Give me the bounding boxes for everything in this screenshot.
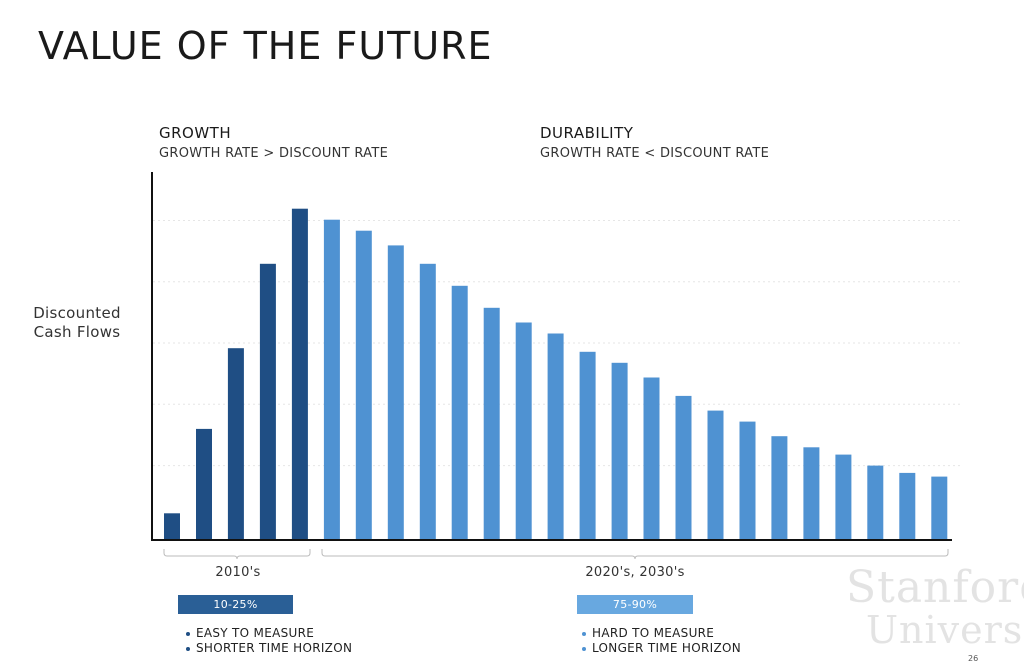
durability-bar <box>387 245 404 539</box>
bullet-dot <box>582 646 586 651</box>
bullet-text: HARD TO MEASURE <box>592 626 715 640</box>
durability-bar <box>707 410 724 539</box>
durability-bar <box>579 351 596 539</box>
period-label-2020s-2030s: 2020's, 2030's <box>585 565 685 580</box>
y-axis-label-line2: Cash Flows <box>33 323 121 341</box>
growth-bar <box>164 513 180 539</box>
page-number: 26 <box>968 654 979 663</box>
bullet-item: EASY TO MEASURE <box>186 626 352 641</box>
growth-bar <box>227 348 244 539</box>
durability-subheading: GROWTH RATE < DISCOUNT RATE <box>540 146 770 161</box>
durability-bar <box>355 230 372 539</box>
growth-bullets: EASY TO MEASURE SHORTER TIME HORIZON <box>186 626 352 656</box>
durability-bar <box>835 454 852 539</box>
growth-heading: GROWTH <box>159 124 232 142</box>
durability-bar <box>643 377 660 539</box>
durability-bar <box>419 263 436 540</box>
durability-bar <box>739 421 756 539</box>
durability-period-brace <box>321 549 949 560</box>
durability-bar <box>323 219 340 539</box>
durability-bullets: HARD TO MEASURE LONGER TIME HORIZON <box>582 626 741 656</box>
durability-bar <box>451 285 468 539</box>
growth-rate-box: 10-25% <box>178 595 293 614</box>
slide-title: VALUE OF THE FUTURE <box>38 24 493 68</box>
durability-bar <box>899 472 916 539</box>
durability-bar <box>547 333 564 539</box>
durability-rate-box: 75-90% <box>577 595 693 614</box>
durability-bar <box>803 447 820 540</box>
bars <box>164 208 948 540</box>
bullet-item: LONGER TIME HORIZON <box>582 641 741 656</box>
growth-subheading: GROWTH RATE > DISCOUNT RATE <box>159 146 389 161</box>
durability-bar <box>675 395 692 539</box>
growth-bar <box>291 208 308 539</box>
bullet-dot <box>186 646 190 651</box>
durability-bar <box>931 476 948 539</box>
durability-bar <box>611 362 628 539</box>
bullet-text: SHORTER TIME HORIZON <box>196 641 353 655</box>
watermark-university: University <box>866 608 1024 652</box>
growth-period-brace <box>163 549 311 560</box>
durability-bar <box>483 307 500 539</box>
durability-bar <box>867 465 884 539</box>
watermark-stanford: Stanford <box>846 562 1024 613</box>
growth-bar <box>259 263 276 540</box>
bullet-text: EASY TO MEASURE <box>196 626 315 640</box>
y-axis-label: Discounted Cash Flows <box>22 304 132 342</box>
bullet-item: HARD TO MEASURE <box>582 626 741 641</box>
bullet-item: SHORTER TIME HORIZON <box>186 641 352 656</box>
bullet-dot <box>582 631 586 636</box>
durability-bar <box>771 436 788 539</box>
y-axis-label-line1: Discounted <box>33 304 121 322</box>
durability-heading: DURABILITY <box>540 124 634 142</box>
durability-bar <box>515 322 532 539</box>
growth-bar <box>196 428 212 539</box>
bullet-dot <box>186 631 190 636</box>
bullet-text: LONGER TIME HORIZON <box>592 641 742 655</box>
period-label-2010s: 2010's <box>215 565 261 580</box>
